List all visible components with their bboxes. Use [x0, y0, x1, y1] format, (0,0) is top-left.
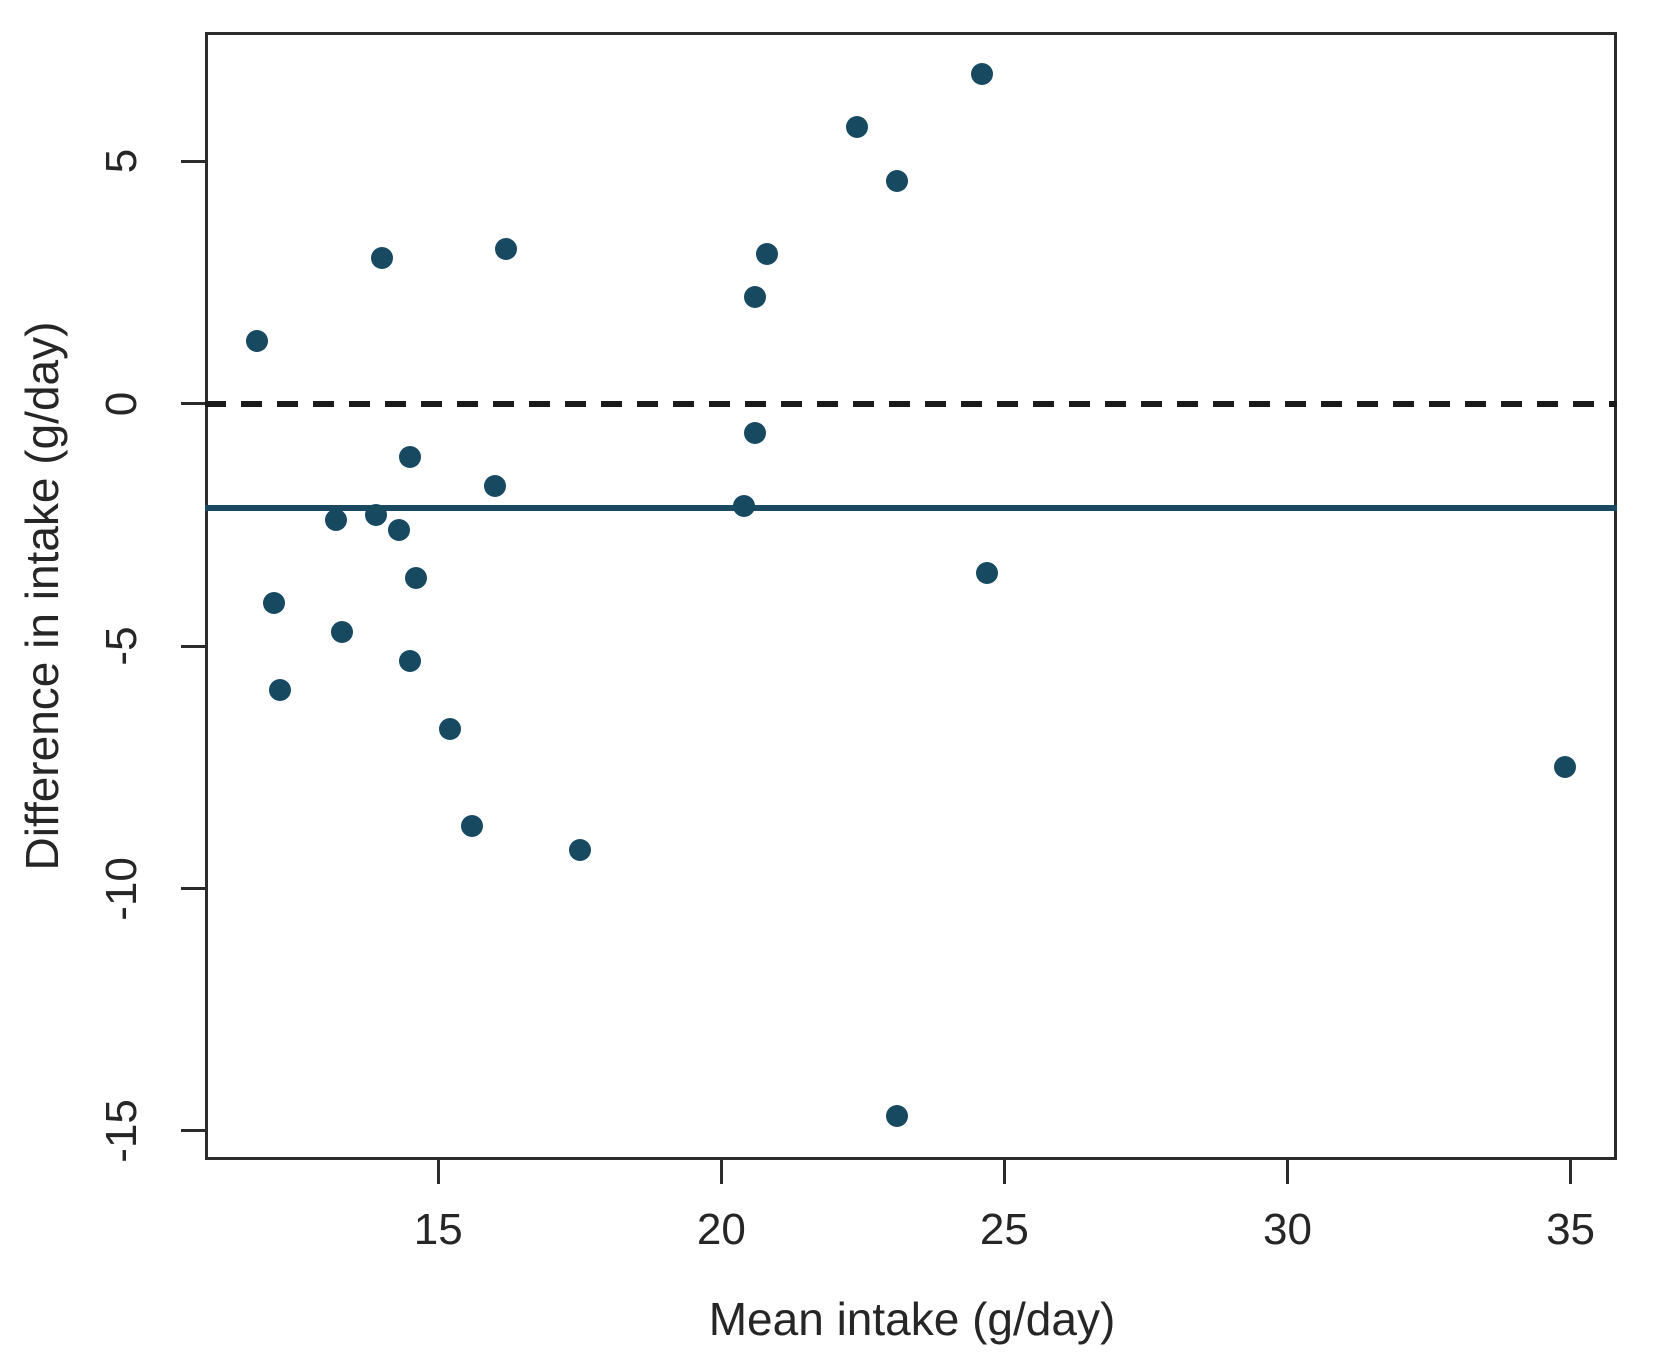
data-point — [387, 518, 410, 541]
y-axis-tick — [181, 887, 205, 891]
zero-reference-line — [205, 400, 1617, 407]
data-point — [398, 649, 421, 672]
data-point — [744, 286, 767, 309]
data-point — [461, 814, 484, 837]
y-axis-tick-label: 0 — [97, 391, 146, 417]
mean-difference-line — [205, 505, 1617, 512]
x-axis-tick-label: 35 — [1546, 1205, 1596, 1254]
x-axis-tick — [1002, 1160, 1006, 1184]
x-axis-tick — [719, 1160, 723, 1184]
data-point — [483, 475, 506, 498]
data-point — [495, 237, 518, 260]
data-point — [370, 247, 393, 270]
data-point — [246, 329, 269, 352]
y-axis-tick — [181, 402, 205, 406]
x-axis-title: Mean intake (g/day) — [708, 1293, 1116, 1345]
data-point — [268, 678, 291, 701]
x-axis-tick — [436, 1160, 440, 1184]
data-point — [846, 116, 869, 139]
y-axis-tick — [181, 159, 205, 163]
x-axis-tick-label: 15 — [413, 1205, 463, 1254]
data-point — [263, 591, 286, 614]
y-axis-title: Difference in intake (g/day) — [16, 321, 68, 871]
data-point — [732, 494, 755, 517]
data-point — [885, 1105, 908, 1128]
data-point — [755, 242, 778, 265]
data-point — [438, 717, 461, 740]
y-axis-tick-label: -10 — [97, 856, 146, 921]
data-point — [568, 838, 591, 861]
data-point — [364, 504, 387, 527]
x-axis-tick — [1569, 1160, 1573, 1184]
data-point — [885, 169, 908, 192]
plot-area — [205, 32, 1617, 1160]
data-point — [325, 509, 348, 532]
data-point — [970, 63, 993, 86]
x-axis-tick-label: 25 — [979, 1205, 1029, 1254]
data-point — [976, 562, 999, 585]
y-axis-tick — [181, 644, 205, 648]
y-axis-tick-label: 5 — [97, 149, 146, 174]
y-axis-tick — [181, 1129, 205, 1133]
y-axis-tick-label: -5 — [97, 626, 146, 666]
data-point — [398, 446, 421, 469]
data-point — [331, 620, 353, 643]
x-axis-tick — [1285, 1160, 1289, 1184]
data-point — [1553, 756, 1576, 779]
y-axis-tick-label: -15 — [97, 1099, 146, 1163]
data-point — [744, 421, 767, 444]
x-axis-tick-label: 20 — [696, 1205, 746, 1254]
data-point — [404, 567, 427, 590]
x-axis-tick-label: 30 — [1263, 1205, 1312, 1254]
